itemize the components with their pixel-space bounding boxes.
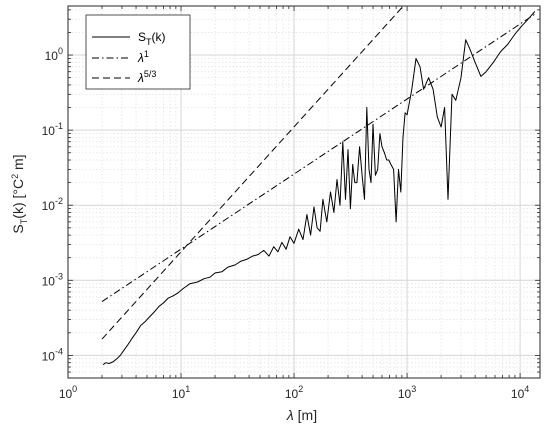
x-axis-label: λ [m] [286,407,317,423]
y-tick-label: 100 [45,46,63,63]
x-tick-label: 101 [172,384,190,401]
y-tick-label: 10-4 [42,346,63,363]
x-tick-label: 102 [285,384,303,401]
x-tick-label: 103 [398,384,416,401]
y-axis-label: ST(k) [°C2 m] [10,154,29,233]
x-tick-label: 100 [59,384,77,401]
y-tick-label: 10-1 [42,121,63,138]
y-tick-label: 10-2 [42,196,63,213]
y-tick-label: 10-3 [42,271,63,288]
x-tick-label: 104 [511,384,529,401]
legend: ST(k) λ1 λ5/3 [86,15,190,89]
